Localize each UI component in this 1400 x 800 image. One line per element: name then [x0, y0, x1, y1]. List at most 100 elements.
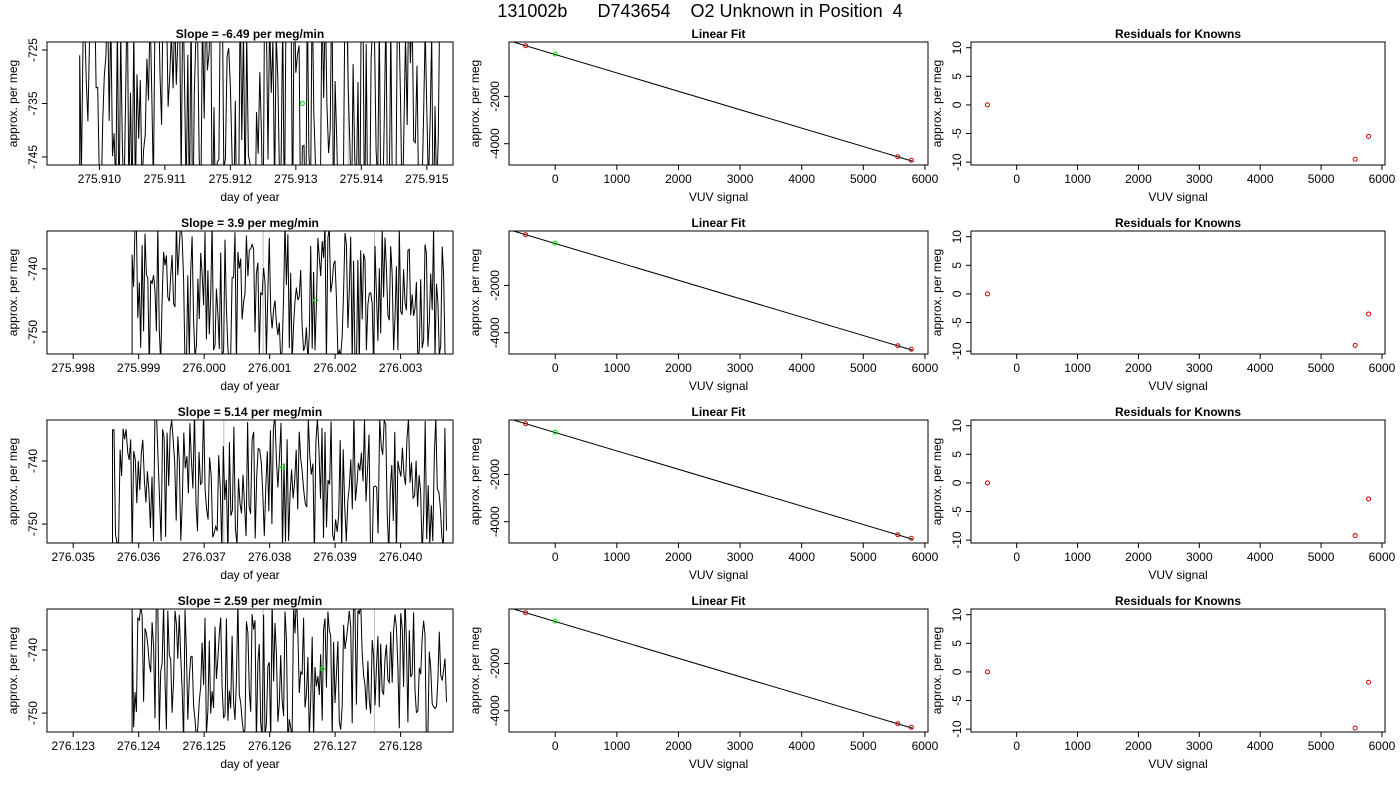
residual-point: [1366, 496, 1372, 502]
plot-frame: [970, 41, 1386, 166]
known-point: [523, 610, 529, 616]
x-tick-label: 276.037: [182, 550, 226, 564]
panel-residuals-row-1: Residuals for Knowns 0 1000 2000 3000 4000 500…: [930, 27, 1396, 204]
x-tick-label: 4000: [1247, 361, 1274, 375]
x-tick-label: 276.127: [313, 739, 357, 753]
x-axis-label: VUV signal: [689, 568, 748, 582]
y-tick-label: -750: [26, 320, 40, 344]
y-tick-label: 5: [950, 262, 964, 269]
x-tick-label: 6000: [912, 550, 939, 564]
plot-area: [984, 291, 1372, 348]
x-tick-label: 0: [552, 739, 559, 753]
plot-frame: [46, 608, 454, 733]
plot-area: [513, 609, 914, 730]
panel-title: Slope = 3.9 per meg/min: [181, 216, 319, 230]
x-tick-label: 275.911: [144, 172, 187, 186]
panel-title: Slope = 5.14 per meg/min: [178, 405, 322, 419]
x-tick-label: 275.998: [51, 361, 95, 375]
known-point: [895, 154, 901, 160]
y-axis-label: approx. per meg: [6, 627, 20, 714]
x-tick-label: 0: [1013, 739, 1020, 753]
x-tick-label: 276.126: [248, 739, 292, 753]
y-tick-label: -725: [26, 38, 40, 62]
panel-linear_fit-row-1: Linear Fit 0 1000 2000 3000 4000 5000 6000 -2000…: [468, 27, 939, 204]
x-axis-label: day of year: [220, 568, 279, 582]
x-tick-label: 6000: [912, 739, 939, 753]
residual-point: [984, 102, 990, 108]
plot-frame: [46, 419, 454, 544]
x-tick-label: 3000: [1186, 739, 1213, 753]
x-tick-label: 5000: [1308, 172, 1335, 186]
x-tick-label: 4000: [788, 172, 815, 186]
x-tick-label: 276.003: [379, 361, 423, 375]
plot-frame: [970, 230, 1386, 355]
x-axis-label: day of year: [220, 757, 279, 771]
panel-title: Linear Fit: [691, 594, 745, 608]
x-tick-label: 3000: [1186, 172, 1213, 186]
residual-point: [1352, 533, 1358, 539]
plot-frame: [508, 419, 929, 544]
x-tick-label: 4000: [788, 361, 815, 375]
x-tick-label: 3000: [727, 739, 754, 753]
x-tick-label: 4000: [1247, 739, 1274, 753]
known-point: [895, 343, 901, 349]
y-tick-label: -2000: [488, 648, 502, 679]
y-tick-label: -740: [26, 638, 40, 662]
panel-timeseries-row-3: Slope = 5.14 per meg/min 276.035 276.036 27…: [6, 405, 454, 582]
known-point: [908, 346, 914, 352]
y-axis-label: approx. per meg: [6, 60, 20, 147]
y-tick-label: 10: [950, 419, 964, 433]
x-tick-label: 276.038: [248, 550, 292, 564]
panel-title: Residuals for Knowns: [1115, 216, 1241, 230]
x-tick-label: 276.002: [313, 361, 357, 375]
y-tick-label: 10: [950, 41, 964, 55]
residual-point: [1366, 133, 1372, 139]
x-tick-label: 2000: [665, 739, 692, 753]
x-tick-label: 5000: [850, 550, 877, 564]
fit-line: [513, 42, 913, 162]
y-tick-label: 5: [950, 640, 964, 647]
y-axis-label: approx. per meg: [468, 627, 482, 714]
x-tick-label: 2000: [1125, 361, 1152, 375]
panel-title: Linear Fit: [691, 405, 745, 419]
y-tick-label: -2000: [488, 270, 502, 301]
x-tick-label: 1000: [1064, 361, 1091, 375]
y-tick-label: -750: [26, 512, 40, 536]
unknown-point: [312, 297, 318, 303]
panel-title: Residuals for Knowns: [1115, 405, 1241, 419]
x-tick-label: 2000: [665, 550, 692, 564]
x-tick-label: 276.036: [117, 550, 161, 564]
unknown-point: [299, 101, 305, 106]
y-tick-label: -10: [950, 531, 964, 549]
x-tick-label: 276.001: [248, 361, 292, 375]
x-tick-label: 3000: [1186, 361, 1213, 375]
known-point: [908, 724, 914, 730]
x-tick-label: 3000: [1186, 550, 1213, 564]
y-tick-label: -5: [950, 506, 964, 517]
x-axis-label: VUV signal: [1148, 568, 1207, 582]
x-tick-label: 1000: [1064, 739, 1091, 753]
plot-area: [112, 420, 447, 543]
plot-area: [131, 609, 447, 732]
x-tick-label: 276.124: [117, 739, 161, 753]
x-tick-label: 4000: [788, 739, 815, 753]
panel-timeseries-row-1: Slope = -6.49 per meg/min 275.910 275.911 2…: [6, 27, 454, 204]
series-trace: [112, 420, 447, 543]
fit-line: [513, 231, 913, 351]
y-tick-label: -4000: [488, 506, 502, 537]
plot-frame: [970, 608, 1386, 733]
y-tick-label: -4000: [488, 317, 502, 348]
y-tick-label: -10: [950, 153, 964, 171]
panel-linear_fit-row-2: Linear Fit 0 1000 2000 3000 4000 5000 6000 -2000…: [468, 216, 939, 393]
plot-area: [984, 669, 1372, 731]
x-tick-label: 1000: [603, 739, 630, 753]
y-tick-label: -10: [950, 342, 964, 360]
x-axis-label: VUV signal: [689, 190, 748, 204]
x-tick-label: 6000: [1369, 361, 1396, 375]
unknown-point: [319, 666, 325, 672]
panel-title: Residuals for Knowns: [1115, 594, 1241, 608]
x-tick-label: 5000: [850, 361, 877, 375]
panel-residuals-row-2: Residuals for Knowns 0 1000 2000 3000 4000 500…: [930, 216, 1396, 393]
y-tick-label: -4000: [488, 695, 502, 726]
plot-frame: [508, 608, 929, 733]
